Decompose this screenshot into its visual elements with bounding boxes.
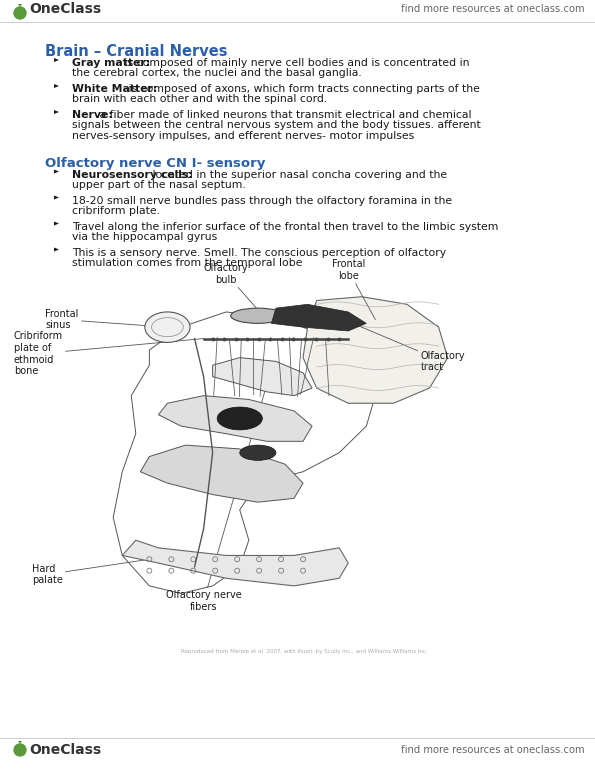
Polygon shape [54,222,59,226]
Ellipse shape [240,445,276,460]
Polygon shape [54,247,59,252]
Text: Reproduced from Marieb et al. 2007, with illustr. by Scully Inc., and Williams W: Reproduced from Marieb et al. 2007, with… [181,649,428,654]
Text: OneClass: OneClass [29,2,101,16]
Text: via the hippocampal gyrus: via the hippocampal gyrus [72,232,217,242]
Text: find more resources at oneclass.com: find more resources at oneclass.com [402,745,585,755]
Text: nerves-sensory impulses, and efferent nerves- motor impulses: nerves-sensory impulses, and efferent ne… [72,131,414,141]
Text: Gray matter:: Gray matter: [72,58,151,68]
Ellipse shape [145,312,190,343]
Text: Frontal
sinus: Frontal sinus [45,309,167,330]
Polygon shape [54,84,59,88]
Text: Neurosensory cells:: Neurosensory cells: [72,169,193,179]
Polygon shape [212,357,312,396]
Text: White Matter:: White Matter: [72,84,157,94]
Text: upper part of the nasal septum.: upper part of the nasal septum. [72,180,246,190]
Text: Brain – Cranial Nerves: Brain – Cranial Nerves [45,44,227,59]
Polygon shape [54,169,59,173]
Text: a fiber made of linked neurons that transmit electrical and chemical: a fiber made of linked neurons that tran… [96,110,472,120]
Text: Olfactory nerve
fibers: Olfactory nerve fibers [166,384,267,612]
Ellipse shape [231,308,285,323]
Text: located in the superior nasal concha covering and the: located in the superior nasal concha cov… [149,169,447,179]
Text: signals between the central nervous system and the body tissues. afferent: signals between the central nervous syst… [72,120,481,130]
Polygon shape [122,541,348,586]
Text: the cerebral cortex, the nuclei and the basal ganglia.: the cerebral cortex, the nuclei and the … [72,69,362,79]
Text: is composed of axons, which form tracts connecting parts of the: is composed of axons, which form tracts … [125,84,480,94]
Polygon shape [303,296,447,403]
Polygon shape [140,445,303,502]
Text: OneClass: OneClass [29,743,101,757]
Text: Olfactory
tract: Olfactory tract [339,318,465,372]
Text: Olfactory
bulb: Olfactory bulb [204,263,258,310]
Circle shape [14,744,26,756]
Text: Travel along the inferior surface of the frontal then travel to the limbic syste: Travel along the inferior surface of the… [72,222,499,232]
Polygon shape [54,110,59,114]
Text: cribriform plate.: cribriform plate. [72,206,160,216]
Text: 18-20 small nerve bundles pass through the olfactory foramina in the: 18-20 small nerve bundles pass through t… [72,196,452,206]
Polygon shape [54,58,59,62]
Text: stimulation comes from the temporal lobe: stimulation comes from the temporal lobe [72,258,302,268]
Text: Hard
palate: Hard palate [32,559,149,585]
Polygon shape [271,304,367,331]
Text: find more resources at oneclass.com: find more resources at oneclass.com [402,4,585,14]
Text: is composed of mainly nerve cell bodies and is concentrated in: is composed of mainly nerve cell bodies … [121,58,469,68]
Text: brain with each other and with the spinal cord.: brain with each other and with the spina… [72,95,327,105]
Ellipse shape [217,407,262,430]
Polygon shape [158,396,312,441]
Text: Nerve:: Nerve: [72,110,113,120]
Text: Cribriform
plate of
ethmoid
bone: Cribriform plate of ethmoid bone [14,331,203,377]
Text: Frontal
lobe: Frontal lobe [331,259,375,320]
Circle shape [14,7,26,19]
Polygon shape [54,196,59,199]
Text: Olfactory nerve CN I- sensory: Olfactory nerve CN I- sensory [45,156,265,169]
Polygon shape [18,4,22,7]
Text: This is a sensory nerve. Smell. The conscious perception of olfactory: This is a sensory nerve. Smell. The cons… [72,247,446,257]
Polygon shape [18,741,22,744]
